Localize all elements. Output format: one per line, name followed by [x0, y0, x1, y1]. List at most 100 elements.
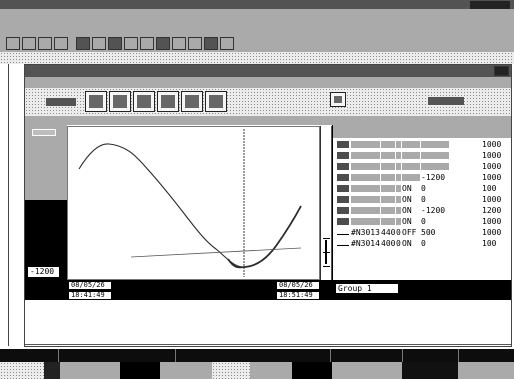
- tag-decimal: 0: [396, 239, 401, 248]
- taskbar-button-9[interactable]: [332, 362, 402, 379]
- taskbar-button-4[interactable]: [120, 362, 160, 379]
- panel-button-2[interactable]: [109, 91, 131, 112]
- group-selector[interactable]: Group 1: [335, 283, 399, 294]
- taskbar-separator: [175, 349, 176, 362]
- tag-list-row[interactable]: ON 0 1000: [333, 194, 511, 205]
- time-axis-bar: [67, 280, 332, 300]
- tag-scale-low: [421, 141, 449, 148]
- tag-scale-high: 1000: [482, 140, 502, 149]
- tag-state: ON: [402, 217, 412, 226]
- pen-color-swatch: [337, 152, 349, 159]
- tag-name: [351, 152, 380, 159]
- tag-name: [351, 174, 380, 181]
- tag-list-row[interactable]: 1000: [333, 150, 511, 161]
- taskbar-button-3[interactable]: [60, 362, 120, 379]
- trend-plot-area[interactable]: [67, 126, 320, 280]
- taskbar-button-2[interactable]: [44, 362, 60, 379]
- title-bar: [0, 0, 514, 9]
- tag-decimal: [396, 196, 401, 203]
- tag-value: [381, 174, 395, 181]
- tag-scale-low: [421, 163, 449, 170]
- tag-scale-low: -1200: [421, 206, 446, 215]
- tag-scale-low: 0: [421, 217, 426, 226]
- tag-value: [381, 141, 395, 148]
- tag-list-row[interactable]: #N3013 440 0 OFF 500 1000: [333, 227, 511, 238]
- tag-decimal: [396, 141, 401, 148]
- scale-tick: [323, 238, 330, 239]
- taskbar: [0, 349, 514, 362]
- tag-scale-high: 1000: [482, 195, 502, 204]
- panel-button-6[interactable]: [205, 91, 227, 112]
- tag-scale-high: 1200: [482, 206, 502, 215]
- taskbar-button-8[interactable]: [292, 362, 332, 379]
- tag-list-row[interactable]: ON 0 1000: [333, 216, 511, 227]
- window-close-button[interactable]: [494, 66, 509, 76]
- control-panel-label: [46, 98, 76, 106]
- tag-scale-high: 100: [482, 239, 497, 248]
- tag-scale-low: [421, 152, 449, 159]
- panel-button-1[interactable]: [85, 91, 107, 112]
- toolbar-button-1[interactable]: [6, 37, 20, 50]
- tag-list-header: [333, 125, 511, 138]
- tag-name: #N3014: [351, 239, 380, 248]
- tag-decimal: [396, 163, 401, 170]
- tag-state: ON: [402, 195, 412, 204]
- window-title-bar[interactable]: [25, 65, 511, 77]
- tag-list-row[interactable]: 1000: [333, 139, 511, 150]
- panel-button-5[interactable]: [181, 91, 203, 112]
- toolbar-button-10[interactable]: [156, 37, 170, 50]
- toolbar-button-3[interactable]: [38, 37, 52, 50]
- toolbar-button-12[interactable]: [188, 37, 202, 50]
- y-axis-min-label: -1200: [27, 266, 60, 278]
- end-time: 18:51:49: [276, 291, 320, 300]
- toolbar-button-5[interactable]: [76, 37, 90, 50]
- tag-decimal: [396, 218, 401, 225]
- pen-color-swatch: [337, 185, 349, 192]
- tag-scale-low: 0: [421, 195, 426, 204]
- scale-marker[interactable]: [325, 240, 327, 264]
- toolbar-button-7[interactable]: [108, 37, 122, 50]
- plot-option-box[interactable]: [32, 129, 56, 136]
- tag-list-row[interactable]: 1000: [333, 161, 511, 172]
- tag-scale-high: 1000: [482, 173, 502, 182]
- tag-list-row[interactable]: ON -1200 1200: [333, 205, 511, 216]
- taskbar-button-6[interactable]: [212, 362, 250, 379]
- pen-color-swatch: [337, 229, 349, 235]
- toolbar-button-2[interactable]: [22, 37, 36, 50]
- tag-value: [381, 196, 395, 203]
- tag-name: [351, 196, 380, 203]
- panel-aux-button[interactable]: [330, 92, 346, 107]
- start-date: 08/05/26: [68, 281, 112, 290]
- tag-scale-low: 500: [421, 228, 436, 237]
- tag-scale-low: 0: [421, 239, 426, 248]
- tag-list-row[interactable]: -1200 1000: [333, 172, 511, 183]
- tag-scale-high: 1000: [482, 217, 502, 226]
- panel-status-text: [428, 97, 464, 105]
- toolbar-button-4[interactable]: [54, 37, 68, 50]
- panel-button-3[interactable]: [133, 91, 155, 112]
- toolbar-button-8[interactable]: [124, 37, 138, 50]
- toolbar-button-13[interactable]: [204, 37, 218, 50]
- taskbar-button-1[interactable]: [0, 362, 44, 379]
- taskbar-button-7[interactable]: [250, 362, 292, 379]
- toolbar-button-11[interactable]: [172, 37, 186, 50]
- pen-color-swatch: [337, 218, 349, 225]
- taskbar-button-5[interactable]: [160, 362, 212, 379]
- tag-decimal: 0: [396, 228, 401, 237]
- toolbar-button-14[interactable]: [220, 37, 234, 50]
- tag-decimal: [396, 207, 401, 214]
- taskbar-button-10[interactable]: [402, 362, 458, 379]
- tag-list-row[interactable]: #N3014 400 0 ON 0 100: [333, 238, 511, 249]
- app-logo: [470, 1, 510, 10]
- tag-list-row[interactable]: ON 0 100: [333, 183, 511, 194]
- toolbar-button-9[interactable]: [140, 37, 154, 50]
- tag-scale-high: 100: [482, 184, 497, 193]
- toolbar-button-6[interactable]: [92, 37, 106, 50]
- panel-button-4[interactable]: [157, 91, 179, 112]
- tag-state: ON: [402, 184, 412, 193]
- tag-name: #N3013: [351, 228, 380, 237]
- trend-plot-svg: [78, 129, 302, 277]
- taskbar-button-11[interactable]: [458, 362, 514, 379]
- trend-curve: [78, 143, 302, 268]
- tag-value: 400: [381, 239, 395, 248]
